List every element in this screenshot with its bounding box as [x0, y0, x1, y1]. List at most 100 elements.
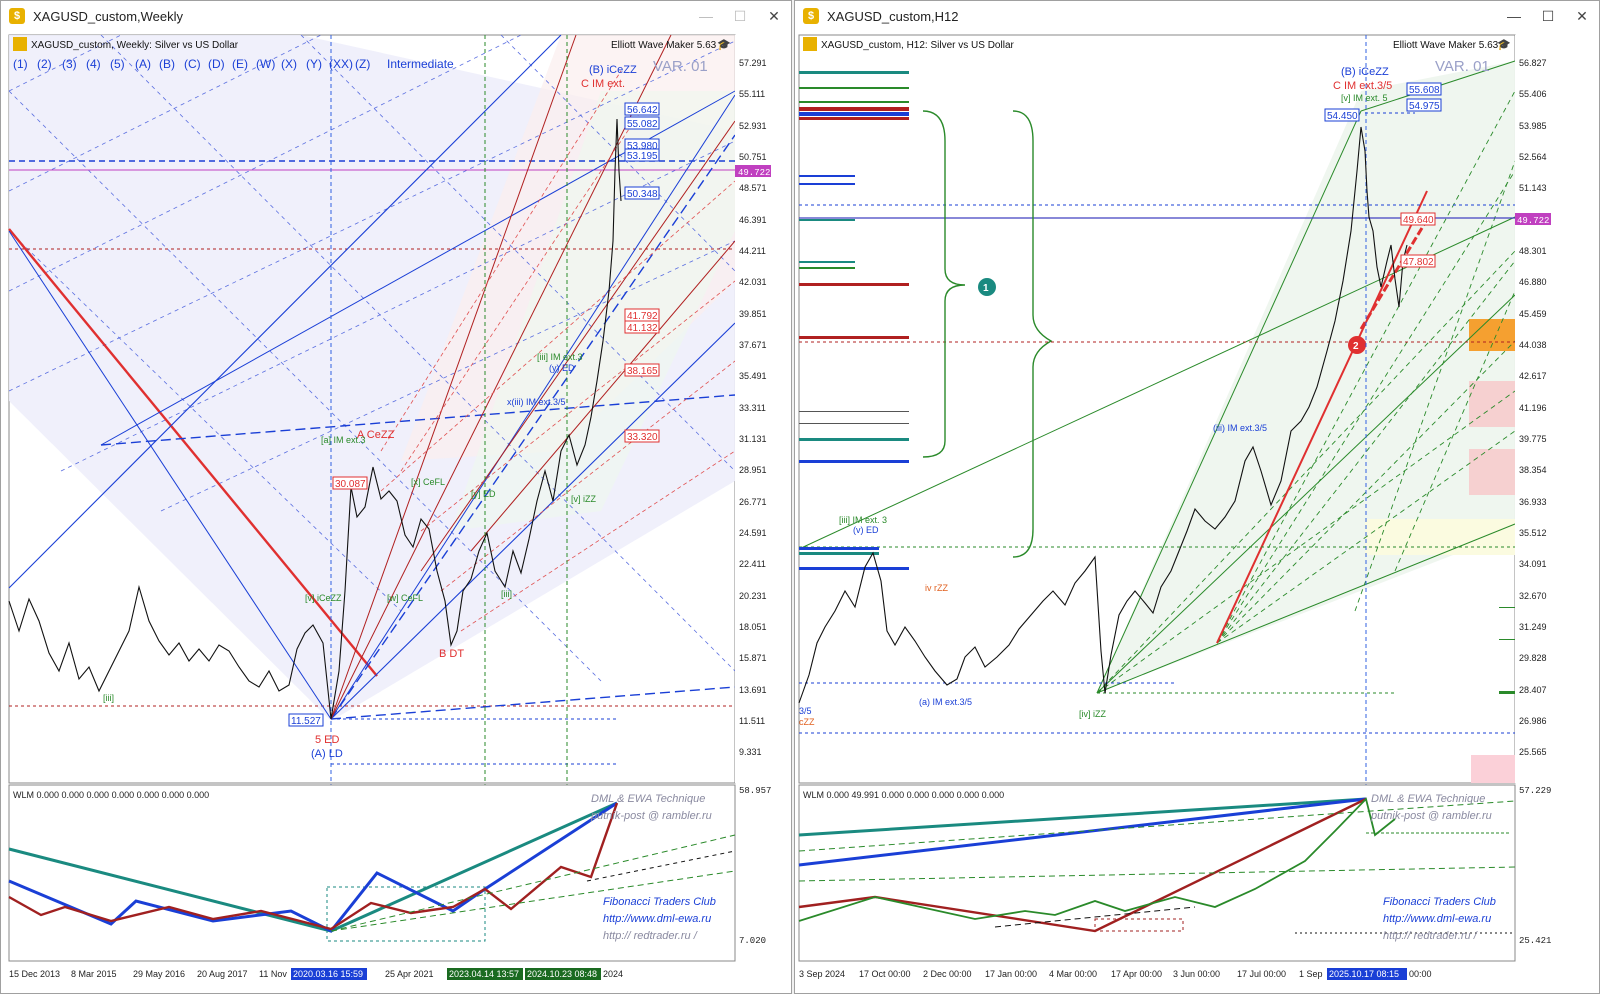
degree-button[interactable]: (W) — [256, 57, 275, 71]
h12-price-axis-labels: 56.827 55.406 53.985 52.564 51.143 48.30… — [1519, 58, 1547, 757]
svg-text:http://www.dml-ewa.ru: http://www.dml-ewa.ru — [603, 913, 711, 925]
svg-text:35.512: 35.512 — [1519, 528, 1547, 538]
svg-text:x(iii) IM ext.3/5: x(iii) IM ext.3/5 — [507, 397, 566, 407]
svg-text:26.986: 26.986 — [1519, 716, 1547, 726]
h12-chart-window[interactable]: $ XAGUSD_custom,H12 — ☐ ✕ — [794, 0, 1600, 994]
degree-button[interactable]: (D) — [208, 57, 225, 71]
h12-ind-axis-top: 57.229 — [1519, 786, 1551, 796]
weekly-titlebar[interactable]: $ XAGUSD_custom,Weekly — ☐ ✕ — [1, 1, 791, 31]
h12-price-axis[interactable] — [1515, 35, 1599, 783]
degree-button[interactable]: (3) — [62, 57, 77, 71]
svg-text:C IM ext.: C IM ext. — [581, 78, 625, 90]
svg-text:[v] iCeZZ: [v] iCeZZ — [305, 593, 342, 603]
svg-text:26.771: 26.771 — [739, 497, 767, 507]
h12-pink-zone-1 — [1469, 381, 1515, 427]
svg-text:DML & EWA Technique: DML & EWA Technique — [591, 793, 705, 805]
svg-text:20 Aug 2017: 20 Aug 2017 — [197, 969, 248, 979]
svg-text:(a) IM ext.3/5: (a) IM ext.3/5 — [919, 697, 972, 707]
h12-time-axis[interactable]: 3 Sep 2024 17 Oct 00:00 2 Dec 00:00 17 J… — [799, 968, 1432, 980]
h12-header-icon — [803, 37, 817, 51]
svg-text:[w] CeFL: [w] CeFL — [387, 593, 423, 603]
svg-text:47.802: 47.802 — [1403, 257, 1434, 268]
weekly-ind-axis-top: 58.957 — [739, 786, 771, 796]
degree-button[interactable]: (XX) — [329, 57, 353, 71]
weekly-chart-window[interactable]: $ XAGUSD_custom,Weekly — ☐ ✕ — [0, 0, 792, 994]
h12-ind-red-line — [798, 797, 1367, 933]
h12-titlebar[interactable]: $ XAGUSD_custom,H12 — ☐ ✕ — [795, 1, 1599, 31]
degree-button[interactable]: (1) — [13, 57, 28, 71]
h12-chart-area[interactable]: 1 2 55.608 54.975 54.450 49.640 47.802 X… — [795, 31, 1599, 993]
svg-text:31.249: 31.249 — [1519, 622, 1547, 632]
svg-text:49.640: 49.640 — [1403, 215, 1434, 226]
svg-text:31.131: 31.131 — [739, 434, 767, 444]
h12-window-title: XAGUSD_custom,H12 — [827, 8, 959, 24]
h12-ind-axis-bottom: 25.421 — [1519, 936, 1551, 946]
svg-text:29 May 2016: 29 May 2016 — [133, 969, 185, 979]
svg-text:http://www.dml-ewa.ru: http://www.dml-ewa.ru — [1383, 913, 1491, 925]
svg-text:44.211: 44.211 — [739, 246, 766, 256]
maximize-icon[interactable]: ☐ — [1541, 8, 1555, 24]
ewm-cap-icon[interactable]: 🎓 — [1497, 39, 1511, 51]
degree-button[interactable]: (C) — [184, 57, 201, 71]
svg-text:A CeZZ: A CeZZ — [357, 429, 395, 441]
svg-text:55.111: 55.111 — [739, 89, 765, 99]
weekly-blue-left-diag — [8, 230, 332, 720]
close-icon[interactable]: ✕ — [768, 8, 780, 24]
svg-text:2024: 2024 — [603, 969, 623, 979]
degree-button[interactable]: (2) — [37, 57, 52, 71]
weekly-degree-buttons[interactable]: (1) (2) (3) (4) (5) (A) (B) (C) (D) (E) … — [13, 57, 454, 71]
weekly-red-fan — [330, 34, 736, 720]
svg-text:17 Apr 00:00: 17 Apr 00:00 — [1111, 969, 1162, 979]
degree-button[interactable]: (A) — [135, 57, 151, 71]
weekly-blue-dash-upper — [330, 134, 736, 720]
degree-button[interactable]: (Z) — [355, 57, 370, 71]
weekly-chart-area[interactable]: 56.642 55.082 53.980 53.195 50.348 41.79… — [1, 31, 791, 993]
svg-text:2024.10.23 08:48: 2024.10.23 08:48 — [527, 969, 597, 979]
svg-text:17 Oct 00:00: 17 Oct 00:00 — [859, 969, 911, 979]
weekly-time-axis[interactable]: 15 Dec 2013 8 Mar 2015 29 May 2016 20 Au… — [9, 968, 623, 980]
weekly-current-price-tag — [735, 165, 771, 177]
minimize-icon[interactable]: — — [699, 8, 713, 24]
degree-button[interactable]: (B) — [159, 57, 175, 71]
marker-2[interactable] — [1348, 336, 1366, 354]
svg-text:[y] ED: [y] ED — [471, 489, 496, 499]
weekly-ind-blue-line — [8, 801, 618, 933]
h12-yellow-zone — [1365, 519, 1515, 555]
weekly-ind-red-line — [8, 802, 619, 931]
weekly-red-downtrend — [8, 228, 378, 677]
weekly-ind-green-dash-2 — [330, 870, 736, 932]
svg-text:30.087: 30.087 — [335, 479, 366, 490]
degree-button[interactable]: (5) — [110, 57, 125, 71]
weekly-price-axis[interactable] — [735, 35, 791, 783]
close-icon[interactable]: ✕ — [1576, 8, 1588, 24]
svg-text:44.038: 44.038 — [1519, 340, 1547, 350]
h12-brace-left — [922, 110, 966, 458]
svg-text:B DT: B DT — [439, 648, 464, 660]
h12-ind-green-line — [798, 797, 1396, 922]
marker-1[interactable] — [978, 278, 996, 296]
weekly-chart-header: XAGUSD_custom, Weekly: Silver vs US Doll… — [31, 40, 239, 51]
minimize-icon[interactable]: — — [1507, 8, 1521, 24]
svg-text:33.320: 33.320 — [627, 432, 658, 443]
svg-text:9.331: 9.331 — [739, 747, 762, 757]
h12-indicator-panel[interactable] — [798, 784, 1516, 962]
svg-text:51.143: 51.143 — [1519, 183, 1547, 193]
h12-variant: VAR. 01 — [1435, 58, 1490, 75]
svg-text:http:// redtrader.ru /: http:// redtrader.ru / — [1383, 930, 1478, 942]
degree-button[interactable]: (4) — [86, 57, 101, 71]
h12-indicator-label: WLM 0.000 49.991 0.000 0.000 0.000 0.000… — [803, 790, 1004, 800]
svg-text:24.591: 24.591 — [739, 528, 767, 538]
degree-button[interactable]: (Y) — [306, 57, 322, 71]
degree-button[interactable]: (E) — [232, 57, 248, 71]
svg-text:57.291: 57.291 — [739, 58, 767, 68]
svg-text:36.933: 36.933 — [1519, 497, 1547, 507]
ewm-cap-icon[interactable]: 🎓 — [717, 39, 731, 51]
degree-label: Intermediate — [387, 57, 454, 71]
h12-pink-zone-3 — [1471, 755, 1515, 783]
degree-button[interactable]: (X) — [281, 57, 297, 71]
svg-text:4 Mar 00:00: 4 Mar 00:00 — [1049, 969, 1097, 979]
svg-text:25.565: 25.565 — [1519, 747, 1547, 757]
svg-text:(iii) IM ext.3/5: (iii) IM ext.3/5 — [1213, 423, 1267, 433]
svg-text:42.617: 42.617 — [1519, 371, 1547, 381]
maximize-icon[interactable]: ☐ — [733, 8, 747, 24]
